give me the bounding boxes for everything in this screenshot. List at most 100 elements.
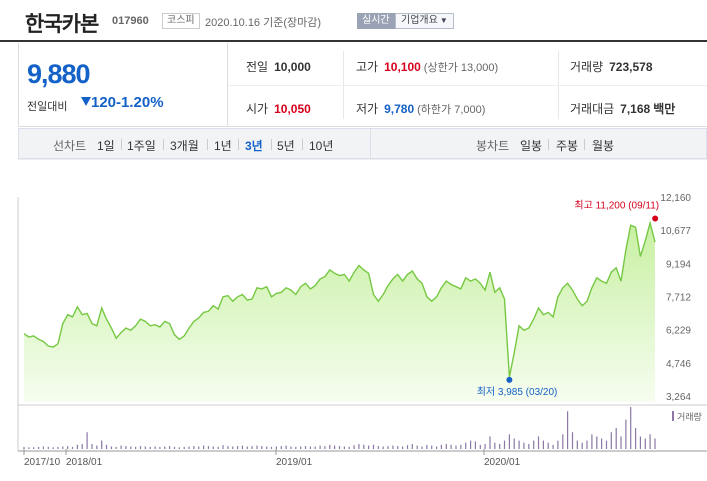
price-line — [23, 220, 656, 378]
volume-bar — [125, 446, 127, 449]
volume-bar — [314, 446, 316, 449]
tab-1week[interactable]: 1주일 — [127, 139, 156, 153]
tab-separator — [548, 139, 549, 150]
volume-bar — [149, 446, 151, 449]
volume-bar — [42, 446, 44, 449]
tab-1year[interactable]: 1년 — [214, 139, 232, 153]
x-tick-label: 2017/10 — [24, 457, 61, 468]
volume-bar — [392, 445, 394, 449]
volume-bar — [270, 446, 273, 449]
lower-limit: (하한가 7,000) — [417, 104, 486, 116]
volume-bar — [241, 445, 243, 449]
volume-bar — [353, 445, 355, 449]
volume-bar — [193, 446, 195, 449]
volume-bar — [304, 446, 307, 449]
volume-bar — [377, 446, 379, 449]
volume-value: 723,578 — [609, 60, 653, 74]
volume-bar — [605, 440, 608, 449]
tab-separator — [238, 139, 239, 150]
tab-10year[interactable]: 10년 — [309, 139, 334, 153]
tab-weekly[interactable]: 주봉 — [556, 139, 579, 153]
volume-bar — [397, 446, 399, 449]
tab-separator — [163, 139, 164, 150]
volume-bar — [576, 440, 578, 449]
max-annotation: 최고 11,200 (09/11) — [574, 199, 659, 211]
volume-bar — [406, 445, 409, 449]
chart-period-tabs: 선차트 1일 1주일 3개월 1년 3년 5년 10년 봉차트 일봉 주봉 월봉 — [18, 128, 707, 159]
volume-bar — [280, 446, 282, 449]
volume-bar — [387, 446, 389, 449]
volume-bar — [644, 438, 646, 449]
volume-bar — [295, 446, 297, 449]
volume-bar — [324, 446, 326, 449]
volume-bar — [227, 446, 229, 449]
market-badge: 코스피 — [162, 13, 200, 29]
tab-3year[interactable]: 3년 — [245, 139, 263, 153]
price-chart[interactable]: 12,160 10,677 9,194 7,712 6,229 4,746 3,264 최고… — [0, 158, 707, 481]
stats-row-divider — [228, 85, 707, 86]
open-stat: 시가 10,050 — [246, 100, 311, 117]
realtime-button[interactable]: 실시간 — [357, 13, 395, 29]
volume-bar — [188, 446, 190, 449]
volume-bar — [586, 440, 588, 449]
volume-bar — [635, 428, 637, 449]
volume-bar — [348, 446, 350, 449]
volume-bar — [261, 446, 263, 449]
volume-bar — [62, 446, 64, 449]
tab-daily[interactable]: 일봉 — [520, 139, 543, 153]
volume-bar — [309, 446, 311, 449]
volume-bar — [649, 434, 651, 449]
prev-close-label: 전일 — [246, 60, 269, 74]
volume-bar — [217, 446, 219, 449]
volume-bar — [518, 440, 520, 449]
volume-bar — [479, 444, 481, 449]
volume-bar — [110, 446, 112, 449]
tab-1day[interactable]: 1일 — [97, 139, 115, 153]
volume-bar — [154, 446, 156, 449]
volume-bar — [557, 440, 559, 449]
volume-legend-marker — [672, 411, 674, 421]
volume-bar — [533, 440, 535, 449]
open-value: 10,050 — [274, 102, 311, 116]
y-tick-label: 3,264 — [666, 392, 691, 403]
tab-monthly[interactable]: 월봉 — [592, 139, 615, 153]
volume-bar — [203, 445, 205, 449]
volume-bar — [567, 411, 569, 449]
volume-bar — [290, 446, 292, 449]
volume-bar — [455, 445, 457, 449]
chevron-down-icon: ▼ — [439, 16, 448, 25]
tab-3month[interactable]: 3개월 — [170, 139, 199, 153]
volume-bar — [484, 444, 486, 449]
high-value: 10,100 — [384, 60, 421, 74]
prev-close-stat: 전일 10,000 — [246, 58, 311, 75]
volume-bar — [334, 445, 336, 449]
current-price-box: 9,880 전일대비 120 -1.20% — [18, 43, 228, 127]
volume-bar — [494, 442, 496, 449]
stock-name: 한국카본 — [25, 13, 99, 36]
volume-bar — [450, 444, 452, 449]
stock-header: 한국카본 017960 코스피 2020.10.16 기준(장마감) 실시간 기… — [0, 0, 707, 42]
volume-bar — [537, 436, 540, 449]
volume-bar — [246, 446, 248, 449]
volume-bar — [173, 446, 176, 449]
current-price: 9,880 — [27, 59, 91, 89]
upper-limit: (상한가 13,000) — [423, 62, 499, 74]
y-tick-label: 10,677 — [660, 226, 691, 237]
stock-code: 017960 — [112, 15, 149, 27]
volume-bar — [76, 444, 78, 449]
min-annotation: 최저 3,985 (03/20) — [477, 386, 558, 398]
company-info-dropdown[interactable]: 기업개요 ▼ — [395, 13, 454, 29]
volume-bar — [508, 434, 510, 449]
volume-bar — [232, 446, 234, 449]
volume-bar — [426, 444, 428, 449]
quote-date-value: 2020.10.16 — [205, 17, 261, 29]
volume-bar — [275, 446, 277, 449]
volume-bar — [547, 442, 549, 449]
open-label: 시가 — [246, 102, 269, 116]
volume-bar — [319, 445, 321, 449]
tab-5year[interactable]: 5년 — [277, 139, 295, 153]
volume-bar — [81, 444, 83, 449]
quote-basis: 기준(장마감) — [263, 17, 322, 29]
y-tick-label: 12,160 — [660, 193, 691, 204]
high-label: 고가 — [356, 60, 379, 74]
